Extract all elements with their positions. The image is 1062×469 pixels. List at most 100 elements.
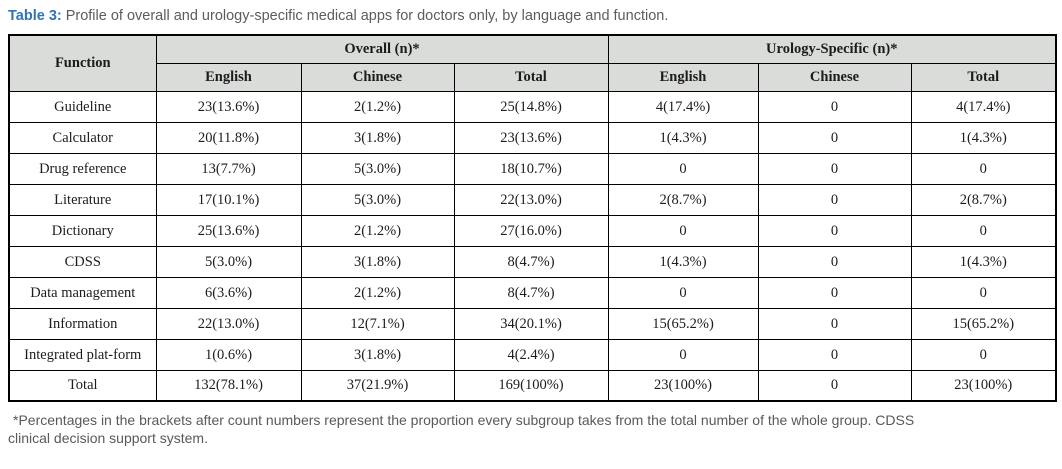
value-cell: 8(4.7%): [453, 245, 609, 278]
function-cell: CDSS: [8, 245, 157, 278]
header-overall-english: English: [155, 62, 302, 92]
value-cell: 2(1.2%): [300, 90, 455, 123]
value-cell: 18(10.7%): [453, 152, 609, 185]
header-function: Function: [8, 34, 157, 92]
value-cell: 20(11.8%): [155, 121, 302, 154]
value-cell: 23(100%): [607, 369, 759, 402]
data-table: Function Overall (n)* Urology-Specific (…: [8, 34, 1058, 402]
table-row-integrated-platform: Integrated plat-form 1(0.6%) 3(1.8%) 4(2…: [8, 338, 1057, 371]
value-cell: 1(4.3%): [607, 121, 759, 154]
value-cell: 3(1.8%): [300, 338, 455, 371]
value-cell: 5(3.0%): [155, 245, 302, 278]
value-cell: 2(8.7%): [607, 183, 759, 216]
value-cell: 0: [910, 276, 1057, 309]
function-cell: Integrated plat-form: [8, 338, 157, 371]
value-cell: 0: [757, 121, 912, 154]
value-cell: 1(4.3%): [910, 245, 1057, 278]
value-cell: 12(7.1%): [300, 307, 455, 340]
value-cell: 23(13.6%): [155, 90, 302, 123]
value-cell: 37(21.9%): [300, 369, 455, 402]
value-cell: 6(3.6%): [155, 276, 302, 309]
function-cell: Total: [8, 369, 157, 402]
footnote: *Percentages in the brackets after count…: [8, 411, 1054, 447]
table-row-calculator: Calculator 20(11.8%) 3(1.8%) 23(13.6%) 1…: [8, 121, 1057, 154]
value-cell: 1(4.3%): [910, 121, 1057, 154]
header-urology-chinese: Chinese: [757, 62, 912, 92]
value-cell: 27(16.0%): [453, 214, 609, 247]
header-group-overall: Overall (n)*: [155, 34, 609, 64]
value-cell: 3(1.8%): [300, 121, 455, 154]
table-row-drug-reference: Drug reference 13(7.7%) 5(3.0%) 18(10.7%…: [8, 152, 1057, 185]
value-cell: 22(13.0%): [453, 183, 609, 216]
value-cell: 4(2.4%): [453, 338, 609, 371]
value-cell: 8(4.7%): [453, 276, 609, 309]
value-cell: 22(13.0%): [155, 307, 302, 340]
value-cell: 2(1.2%): [300, 214, 455, 247]
table-caption-text: Profile of overall and urology-specific …: [65, 8, 669, 24]
header-overall-chinese: Chinese: [300, 62, 455, 92]
table-row-literature: Literature 17(10.1%) 5(3.0%) 22(13.0%) 2…: [8, 183, 1057, 216]
header-row-languages: English Chinese Total English Chinese To…: [9, 62, 1057, 92]
value-cell: 132(78.1%): [155, 369, 302, 402]
function-cell: Drug reference: [8, 152, 157, 185]
value-cell: 15(65.2%): [607, 307, 759, 340]
footnote-line-2: clinical decision support system.: [8, 430, 208, 446]
table-row-total: Total 132(78.1%) 37(21.9%) 169(100%) 23(…: [8, 369, 1057, 402]
table-body: Guideline 23(13.6%) 2(1.2%) 25(14.8%) 4(…: [8, 90, 1057, 402]
table-header: Function Overall (n)* Urology-Specific (…: [8, 34, 1057, 92]
table-row-guideline: Guideline 23(13.6%) 2(1.2%) 25(14.8%) 4(…: [8, 90, 1057, 123]
function-cell: Guideline: [8, 90, 157, 123]
function-cell: Dictionary: [8, 214, 157, 247]
value-cell: 0: [757, 183, 912, 216]
function-cell: Calculator: [8, 121, 157, 154]
value-cell: 1(4.3%): [607, 245, 759, 278]
value-cell: 25(14.8%): [453, 90, 609, 123]
value-cell: 0: [757, 338, 912, 371]
value-cell: 34(20.1%): [453, 307, 609, 340]
value-cell: 4(17.4%): [607, 90, 759, 123]
value-cell: 0: [910, 338, 1057, 371]
value-cell: 23(13.6%): [453, 121, 609, 154]
table-caption-label: Table 3:: [8, 8, 62, 24]
table-row-dictionary: Dictionary 25(13.6%) 2(1.2%) 27(16.0%) 0…: [8, 214, 1057, 247]
value-cell: 0: [910, 152, 1057, 185]
value-cell: 0: [607, 152, 759, 185]
value-cell: 0: [607, 338, 759, 371]
value-cell: 4(17.4%): [910, 90, 1057, 123]
value-cell: 3(1.8%): [300, 245, 455, 278]
header-row-groups: Function Overall (n)* Urology-Specific (…: [8, 34, 1057, 92]
value-cell: 25(13.6%): [155, 214, 302, 247]
header-urology-total: Total: [910, 62, 1057, 92]
value-cell: 0: [607, 276, 759, 309]
value-cell: 13(7.7%): [155, 152, 302, 185]
function-cell: Data management: [8, 276, 157, 309]
value-cell: 0: [757, 152, 912, 185]
function-cell: Information: [8, 307, 157, 340]
value-cell: 5(3.0%): [300, 152, 455, 185]
value-cell: 23(100%): [910, 369, 1057, 402]
function-cell: Literature: [8, 183, 157, 216]
header-urology-english: English: [607, 62, 759, 92]
value-cell: 0: [757, 214, 912, 247]
value-cell: 5(3.0%): [300, 183, 455, 216]
value-cell: 0: [757, 276, 912, 309]
value-cell: 0: [757, 307, 912, 340]
header-group-urology-specific: Urology-Specific (n)*: [607, 34, 1057, 64]
value-cell: 169(100%): [453, 369, 609, 402]
table-row-cdss: CDSS 5(3.0%) 3(1.8%) 8(4.7%) 1(4.3%) 0 1…: [8, 245, 1057, 278]
value-cell: 1(0.6%): [155, 338, 302, 371]
value-cell: 0: [607, 214, 759, 247]
value-cell: 2(8.7%): [910, 183, 1057, 216]
value-cell: 2(1.2%): [300, 276, 455, 309]
table-row-information: Information 22(13.0%) 12(7.1%) 34(20.1%)…: [8, 307, 1057, 340]
value-cell: 17(10.1%): [155, 183, 302, 216]
value-cell: 0: [757, 90, 912, 123]
value-cell: 0: [910, 214, 1057, 247]
value-cell: 0: [757, 369, 912, 402]
footnote-line-1: *Percentages in the brackets after count…: [13, 412, 915, 428]
table-row-data-management: Data management 6(3.6%) 2(1.2%) 8(4.7%) …: [8, 276, 1057, 309]
table-caption: Table 3: Profile of overall and urology-s…: [8, 7, 1054, 26]
header-overall-total: Total: [453, 62, 609, 92]
value-cell: 15(65.2%): [910, 307, 1057, 340]
